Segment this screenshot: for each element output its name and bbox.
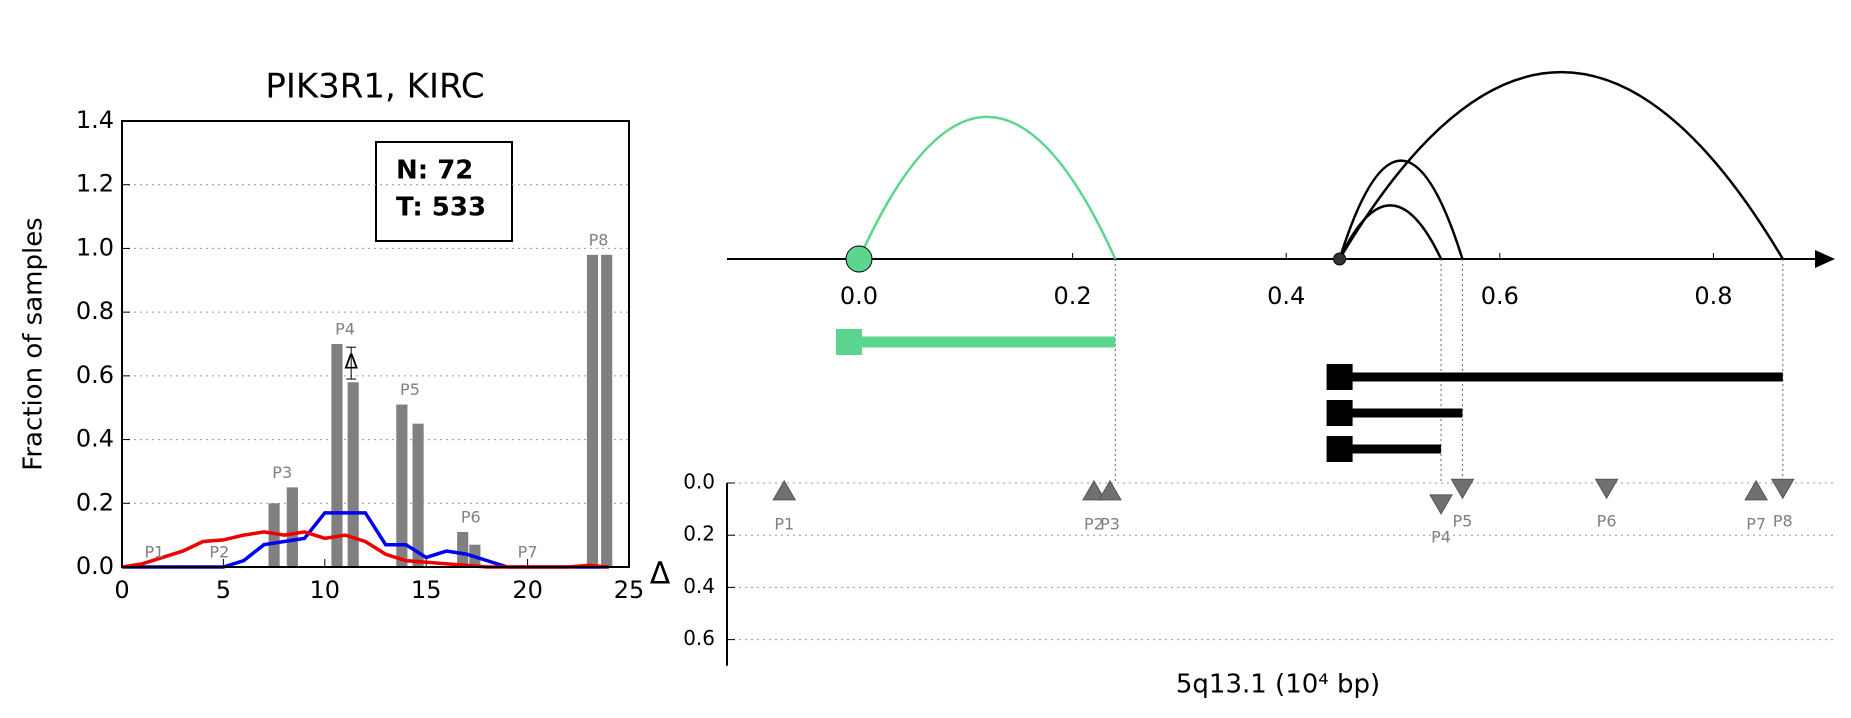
arc bbox=[1338, 204, 1443, 260]
bar bbox=[331, 344, 343, 567]
annotation: Δ bbox=[344, 350, 358, 374]
point-label: P1 bbox=[774, 514, 794, 533]
point-label: P7 bbox=[1746, 514, 1766, 533]
axis-arrow bbox=[1815, 250, 1835, 268]
y-axis-label: Fraction of samples bbox=[19, 217, 49, 470]
peak-label: P1 bbox=[145, 543, 165, 562]
y-tick-label: 0.8 bbox=[76, 297, 114, 325]
marker bbox=[772, 479, 797, 501]
x-tick-label: 15 bbox=[411, 576, 442, 604]
arc bbox=[1338, 159, 1464, 260]
plot-frame bbox=[121, 120, 630, 568]
bar bbox=[586, 254, 599, 568]
point-label: P3 bbox=[1100, 514, 1120, 533]
marker bbox=[1429, 494, 1453, 515]
span-start bbox=[1326, 364, 1353, 390]
peak-label: P4 bbox=[335, 320, 355, 339]
arc bbox=[1338, 71, 1784, 260]
peak-label: P6 bbox=[461, 507, 481, 526]
legend-entry: T: 533 bbox=[396, 193, 486, 223]
marker bbox=[1744, 479, 1768, 501]
x-tick-label: 25 bbox=[614, 576, 645, 604]
x-tick-label: 0.0 bbox=[840, 282, 878, 310]
marker bbox=[1770, 478, 1795, 500]
marker bbox=[1594, 478, 1619, 500]
marker bbox=[1098, 479, 1122, 501]
x-axis-label: 5q13.1 (10⁴ bp) bbox=[1176, 670, 1380, 700]
y-tick-label: 0.6 bbox=[76, 361, 114, 389]
point-label: P6 bbox=[1597, 512, 1617, 531]
bar bbox=[286, 487, 298, 567]
span-start bbox=[1326, 400, 1353, 426]
y-tick-label: 0.4 bbox=[76, 425, 114, 453]
y-axis-label: Δ bbox=[650, 557, 671, 592]
peak-label: P8 bbox=[589, 230, 609, 249]
y-tick-label: 1.2 bbox=[76, 170, 114, 198]
bar bbox=[396, 404, 408, 567]
y-tick-label: 0.0 bbox=[76, 552, 114, 580]
x-tick-label: 0.4 bbox=[1267, 282, 1305, 310]
span-start bbox=[836, 329, 862, 355]
bar bbox=[601, 254, 613, 568]
bar bbox=[412, 423, 424, 567]
y-tick-label: 0.0 bbox=[683, 470, 715, 494]
chart-title: PIK3R1, KIRC bbox=[265, 67, 484, 107]
span-start bbox=[1326, 436, 1353, 462]
peak-label: P2 bbox=[209, 543, 229, 562]
x-tick-label: 0 bbox=[114, 576, 129, 604]
peak-label: P7 bbox=[518, 543, 538, 562]
peak-label: P5 bbox=[400, 380, 420, 399]
x-tick-label: 20 bbox=[512, 576, 543, 604]
marker bbox=[1450, 478, 1475, 500]
marker bbox=[1082, 479, 1106, 501]
point-label: P8 bbox=[1773, 512, 1793, 531]
x-tick-label: 0.6 bbox=[1481, 282, 1519, 310]
bar bbox=[347, 382, 359, 567]
point-label: P2 bbox=[1084, 514, 1104, 533]
x-tick-label: 10 bbox=[310, 576, 341, 604]
legend-box bbox=[375, 141, 513, 242]
y-tick-label: 0.4 bbox=[683, 574, 715, 598]
y-tick-label: 1.0 bbox=[76, 233, 114, 261]
anchor bbox=[1333, 252, 1347, 266]
y-tick-label: 0.2 bbox=[76, 488, 114, 516]
arc bbox=[857, 115, 1117, 260]
x-tick-label: 0.8 bbox=[1694, 282, 1732, 310]
y-tick-label: 0.2 bbox=[683, 522, 715, 546]
y-tick-label: 0.6 bbox=[683, 626, 715, 650]
point-label: P5 bbox=[1453, 512, 1473, 531]
anchor bbox=[845, 245, 873, 273]
legend-entry: N: 72 bbox=[396, 156, 473, 186]
point-label: P4 bbox=[1431, 527, 1451, 546]
x-tick-label: 0.2 bbox=[1054, 282, 1092, 310]
y-tick-label: 1.4 bbox=[76, 106, 114, 134]
bar bbox=[457, 531, 469, 567]
x-tick-label: 5 bbox=[216, 576, 231, 604]
peak-label: P3 bbox=[272, 463, 292, 482]
